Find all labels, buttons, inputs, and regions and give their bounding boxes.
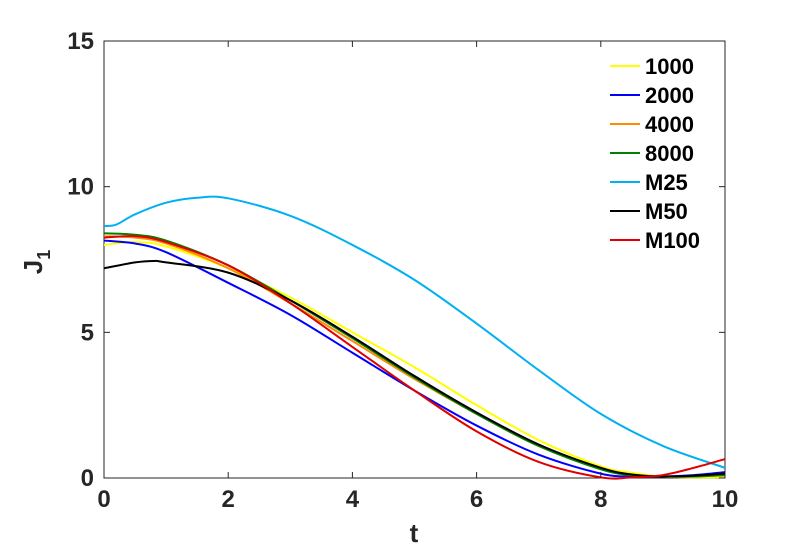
y-tick-label: 0	[81, 465, 94, 492]
y-tick-label: 5	[81, 319, 94, 346]
x-tick-label: 6	[470, 486, 483, 513]
series-line-m100	[103, 235, 726, 480]
y-tick-label: 15	[67, 28, 94, 55]
legend-label-m50: M50	[645, 199, 688, 224]
y-tick-label: 10	[67, 174, 94, 201]
legend-label-1000: 1000	[645, 54, 694, 79]
series-layer	[103, 195, 726, 480]
x-axis-label: t	[410, 518, 419, 548]
legend: 1000 2000 4000 8000 M25 M50 M100	[610, 54, 700, 253]
x-tick-label: 8	[594, 486, 607, 513]
legend-label-8000: 8000	[645, 141, 694, 166]
legend-label-m25: M25	[645, 170, 688, 195]
y-axis-label-subscript: 1	[34, 250, 54, 260]
legend-label-2000: 2000	[645, 83, 694, 108]
x-tick-label: 2	[222, 486, 235, 513]
x-tick-label: 10	[712, 486, 739, 513]
y-axis-label: J1	[18, 250, 54, 274]
legend-label-m100: M100	[645, 228, 700, 253]
axes-layer: 0 2 4 6 8 10 0 5 10 15	[67, 28, 738, 513]
x-tick-label: 0	[97, 486, 110, 513]
plot-area	[103, 40, 726, 479]
x-tick-label: 4	[346, 486, 360, 513]
y-axis-label-main: J	[18, 260, 48, 274]
series-line-m25	[103, 195, 726, 469]
svg-text:J1: J1	[18, 250, 54, 274]
legend-label-4000: 4000	[645, 112, 694, 137]
